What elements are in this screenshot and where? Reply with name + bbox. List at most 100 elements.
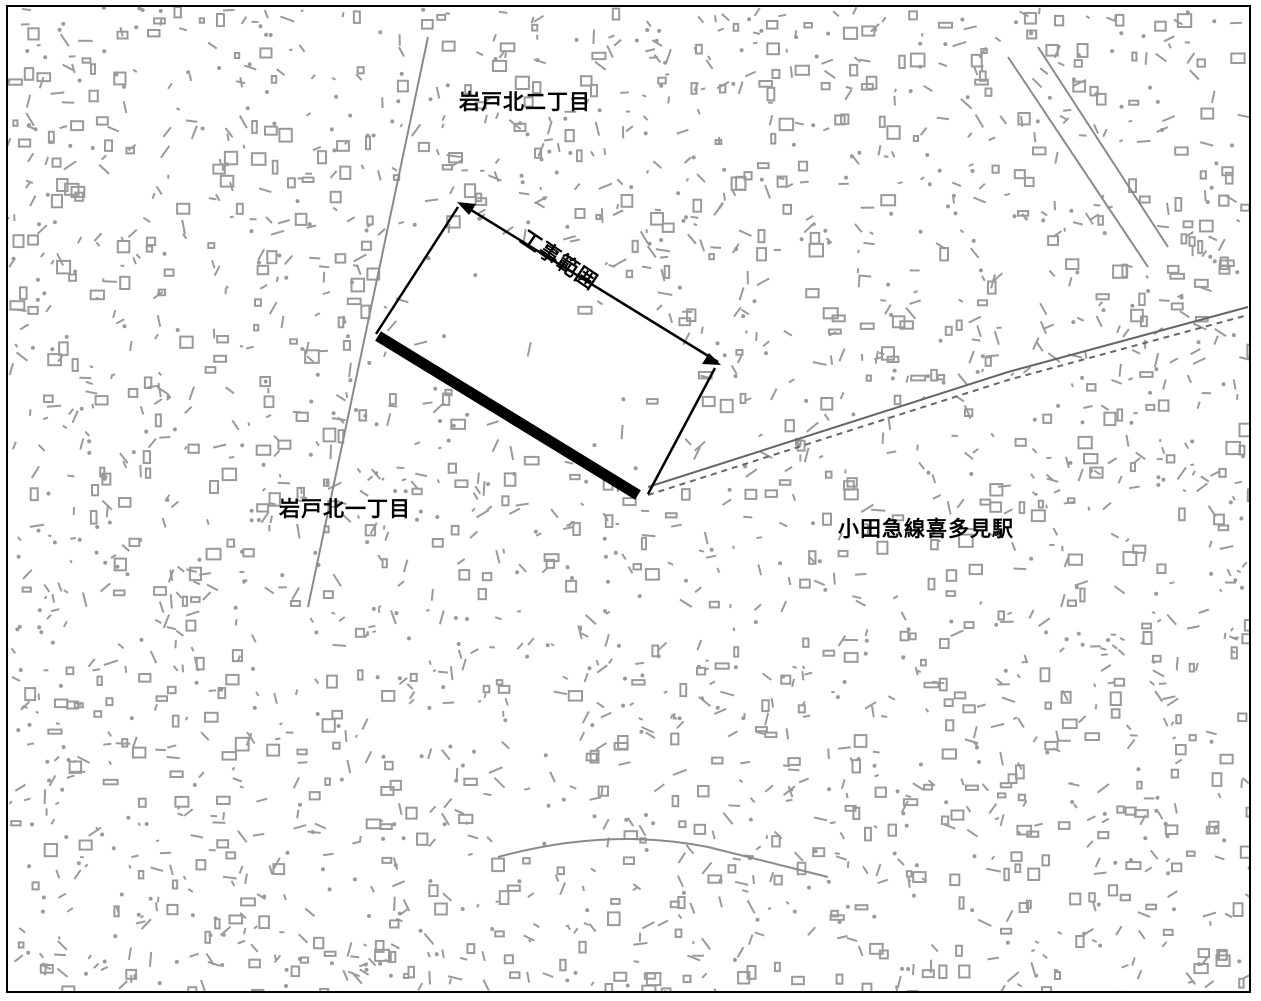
map-stroke (1219, 545, 1234, 550)
map-building (1131, 51, 1138, 62)
map-building (491, 857, 506, 873)
map-stroke (720, 690, 735, 697)
map-stroke (508, 507, 521, 515)
map-stroke (183, 808, 194, 817)
map-building (266, 250, 278, 265)
map-dot (48, 140, 53, 145)
map-building (1079, 587, 1086, 603)
map-dot (517, 879, 522, 884)
map-building (678, 820, 687, 829)
map-stroke (1062, 117, 1070, 125)
map-building (27, 234, 39, 246)
map-stroke (641, 921, 655, 930)
map-dot (873, 27, 878, 32)
map-building (730, 176, 747, 191)
map-stroke (872, 750, 880, 754)
map-stroke (1237, 113, 1249, 119)
map-dot (691, 155, 696, 160)
map-stroke (764, 784, 774, 793)
map-dot (148, 896, 153, 901)
map-dot (320, 867, 325, 872)
map-dot (561, 797, 566, 802)
map-dot (61, 21, 66, 26)
map-stroke (29, 195, 37, 207)
map-stroke (222, 8, 235, 12)
map-building (696, 666, 707, 676)
map-building (119, 275, 131, 290)
map-stroke (1021, 660, 1028, 664)
map-stroke (200, 979, 206, 991)
map-stroke (483, 792, 492, 797)
map-building (482, 684, 491, 694)
map-stroke (527, 892, 535, 899)
map-building (1154, 20, 1167, 32)
map-stroke (741, 889, 749, 893)
map-stroke (300, 9, 304, 13)
map-building (337, 316, 345, 329)
map-building (1239, 845, 1249, 859)
map-stroke (1117, 648, 1126, 656)
map-building (290, 600, 301, 607)
map-stroke (1117, 475, 1123, 484)
map-stroke (590, 981, 595, 987)
map-stroke (335, 990, 337, 991)
map-stroke (700, 326, 704, 334)
map-stroke (1186, 231, 1194, 238)
map-building (331, 709, 343, 720)
map-building (1027, 867, 1041, 881)
map-stroke (580, 632, 589, 638)
map-stroke (1248, 307, 1249, 309)
map-stroke (645, 48, 656, 53)
map-stroke (1199, 286, 1212, 293)
map-building (661, 222, 675, 233)
map-building (506, 884, 521, 892)
map-stroke (844, 89, 853, 101)
map-building (523, 455, 540, 466)
map-stroke (762, 340, 770, 347)
map-dot (1155, 795, 1160, 800)
map-building (240, 897, 256, 907)
map-building (891, 514, 905, 522)
map-stroke (1205, 730, 1217, 736)
map-stroke (494, 158, 500, 165)
map-dot (1041, 218, 1046, 223)
map-stroke (1047, 352, 1061, 363)
map-building (216, 795, 231, 806)
map-dot (37, 608, 42, 613)
map-stroke (71, 410, 79, 424)
map-building (607, 911, 621, 927)
map-stroke (161, 517, 167, 528)
map-building (674, 928, 683, 938)
map-stroke (594, 121, 601, 136)
map-building (979, 498, 992, 506)
map-building (938, 964, 948, 979)
map-building (1128, 99, 1140, 106)
map-stroke (1054, 151, 1059, 164)
map-stroke (1187, 980, 1195, 984)
map-dot (45, 192, 50, 197)
map-building (987, 280, 997, 295)
map-dot (41, 895, 46, 900)
map-stroke (588, 923, 597, 933)
map-building (1017, 793, 1027, 802)
map-stroke (1169, 581, 1175, 585)
map-stroke (1173, 802, 1178, 814)
map-stroke (310, 73, 316, 80)
map-stroke (594, 60, 607, 71)
map-building (1176, 13, 1193, 28)
map-stroke (364, 750, 373, 764)
map-stroke (971, 338, 981, 342)
map-stroke (709, 680, 716, 686)
map-building (332, 741, 341, 750)
map-building (1057, 821, 1071, 830)
map-dot (1080, 375, 1085, 380)
map-stroke (344, 730, 348, 743)
map-stroke (718, 896, 723, 908)
map-dot (367, 914, 371, 918)
map-dot (129, 716, 134, 721)
map-dot (1156, 482, 1161, 487)
map-building (556, 866, 565, 876)
map-dot (446, 438, 451, 443)
map-dot (157, 981, 162, 986)
map-stroke (63, 620, 68, 628)
